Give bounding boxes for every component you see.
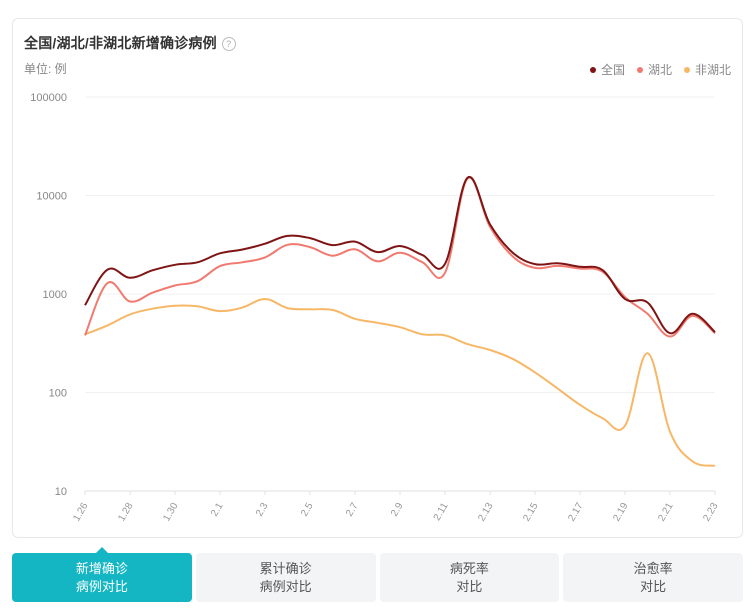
y-tick-label: 100: [49, 388, 67, 400]
x-tick-label: 2.7: [344, 501, 361, 519]
series-line-non-hubei: [84, 297, 716, 467]
x-tick-label: 2.15: [521, 501, 540, 524]
legend-label-hubei: 湖北: [647, 63, 672, 77]
x-tick-label: 2.23: [701, 501, 720, 524]
y-tick-label: 10: [55, 486, 67, 498]
tab-bar: 新增确诊 病例对比 累计确诊 病例对比 病死率 对比 治愈率 对比: [12, 547, 743, 602]
legend-item-national[interactable]: 全国: [589, 61, 625, 78]
legend-dot-national: [589, 66, 596, 73]
x-tick-label: 2.3: [254, 501, 271, 519]
line-chart: 10 100 1000 10000 100000 1.26 1.28 1.30 2.1 2.3 2.…: [30, 92, 721, 524]
tab-cumulative-confirmed[interactable]: 累计确诊 病例对比: [195, 553, 376, 602]
tab-cure-rate[interactable]: 治愈率 对比: [563, 553, 743, 602]
x-tick-label: 2.17: [566, 501, 585, 524]
help-icon[interactable]: ?: [221, 37, 236, 51]
unit-label: 单位: 例: [24, 62, 67, 76]
x-tick-label: 2.19: [611, 501, 630, 524]
legend-dot-non-hubei: [683, 66, 690, 73]
x-tick-label: 1.28: [116, 501, 135, 524]
chart-title: 全国/湖北/非湖北新增确诊病例?: [24, 33, 236, 53]
x-tick-label: 2.5: [299, 501, 316, 519]
tab-fatality-rate[interactable]: 病死率 对比: [379, 553, 560, 602]
legend-item-hubei[interactable]: 湖北: [636, 61, 672, 78]
legend-dot-hubei: [636, 66, 643, 73]
legend-item-non-hubei[interactable]: 非湖北: [683, 61, 731, 78]
y-tick-label: 10000: [36, 191, 67, 203]
x-tick-label: 2.21: [656, 501, 675, 524]
x-tick-label: 1.26: [71, 501, 90, 524]
chart-card: 全国/湖北/非湖北新增确诊病例? 单位: 例 全国 湖北 非湖北 10 100 10…: [12, 18, 743, 538]
series-line-national: [84, 175, 716, 335]
legend: 全国 湖北 非湖北: [589, 61, 731, 78]
tab-new-confirmed[interactable]: 新增确诊 病例对比: [12, 547, 192, 602]
x-tick-label: 1.30: [161, 501, 180, 524]
x-tick-label: 2.11: [432, 501, 451, 523]
legend-label-national: 全国: [600, 63, 625, 77]
x-tick-label: 2.9: [389, 501, 406, 519]
series-line-hubei: [84, 176, 716, 338]
x-tick-label: 2.13: [476, 501, 495, 524]
x-tick-label: 2.1: [209, 501, 226, 519]
y-tick-label: 1000: [43, 289, 67, 301]
legend-label-non-hubei: 非湖北: [694, 63, 731, 77]
y-tick-label: 100000: [30, 92, 67, 104]
